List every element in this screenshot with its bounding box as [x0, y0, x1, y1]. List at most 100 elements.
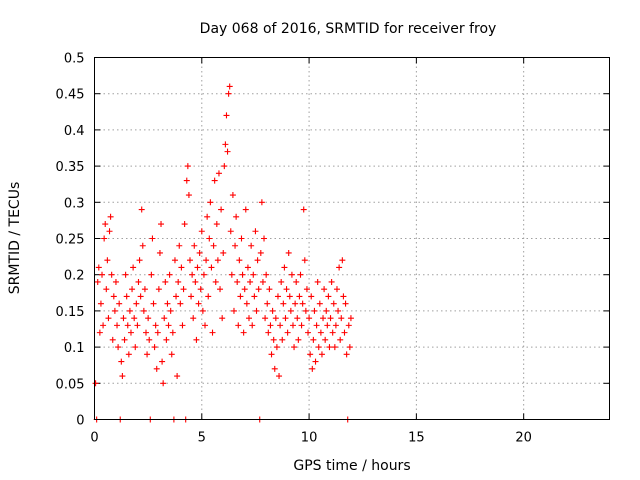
- data-point: [291, 344, 298, 351]
- data-point: [197, 286, 204, 293]
- data-point: [302, 307, 309, 314]
- data-point: [200, 271, 207, 278]
- data-point: [133, 300, 140, 307]
- data-point: [96, 329, 103, 336]
- data-point: [288, 271, 295, 278]
- data-point: [276, 373, 283, 380]
- data-point: [342, 300, 349, 307]
- data-point: [177, 300, 184, 307]
- data-point: [347, 315, 354, 322]
- data-point: [311, 307, 318, 314]
- data-point: [310, 336, 317, 343]
- data-point: [95, 264, 102, 271]
- data-point: [110, 293, 117, 300]
- data-point: [226, 83, 233, 90]
- data-point: [124, 322, 131, 329]
- data-point: [232, 242, 239, 249]
- data-point: [103, 286, 110, 293]
- data-point: [204, 213, 211, 220]
- data-point: [162, 278, 169, 285]
- data-point: [230, 307, 237, 314]
- data-point: [333, 286, 340, 293]
- data-point: [208, 264, 215, 271]
- data-point: [135, 278, 142, 285]
- data-point: [287, 307, 294, 314]
- data-point: [263, 271, 270, 278]
- data-point: [308, 293, 315, 300]
- y-tick-label: 0.15: [56, 305, 85, 320]
- data-point: [138, 206, 145, 213]
- data-point: [248, 242, 255, 249]
- data-point: [330, 300, 337, 307]
- data-point: [185, 192, 192, 199]
- data-point: [273, 344, 280, 351]
- data-point: [236, 257, 243, 264]
- data-point: [345, 322, 352, 329]
- data-point: [339, 257, 346, 264]
- data-point: [341, 329, 348, 336]
- data-point: [331, 344, 338, 351]
- data-point: [101, 235, 108, 242]
- y-tick-label: 0: [76, 414, 84, 429]
- data-point: [243, 300, 250, 307]
- data-point: [251, 293, 258, 300]
- data-point: [299, 300, 306, 307]
- y-tick-label: 0.4: [64, 124, 85, 139]
- x-tick-label: 0: [90, 431, 98, 446]
- data-point: [184, 163, 191, 170]
- data-point: [335, 307, 342, 314]
- data-point: [178, 264, 185, 271]
- data-point: [262, 315, 269, 322]
- data-point: [306, 315, 313, 322]
- data-point: [100, 322, 107, 329]
- data-point: [94, 278, 101, 285]
- data-point: [180, 286, 187, 293]
- data-point: [206, 235, 213, 242]
- data-point: [127, 329, 134, 336]
- ticks-layer: 0 0.05 0.1 0.15 0.2 0.25 0.3 0.35 0.4 0.45 0.5 0 5 10…: [56, 52, 610, 446]
- y-tick-label: 0.5: [64, 52, 85, 67]
- data-point: [305, 329, 312, 336]
- data-point: [337, 336, 344, 343]
- data-point: [294, 315, 301, 322]
- data-point: [270, 336, 277, 343]
- data-point: [141, 286, 148, 293]
- y-axis-title: SRMTID / TECUs: [7, 182, 23, 295]
- data-point: [161, 315, 168, 322]
- data-point: [183, 177, 190, 184]
- data-point: [205, 293, 212, 300]
- data-point: [321, 286, 328, 293]
- x-tick-label: 5: [198, 431, 206, 446]
- data-point: [193, 336, 200, 343]
- data-point: [210, 242, 217, 249]
- data-point: [244, 264, 251, 271]
- data-point: [282, 315, 289, 322]
- data-point: [209, 329, 216, 336]
- x-tick-label: 15: [408, 431, 425, 446]
- data-point: [126, 307, 133, 314]
- data-point: [292, 300, 299, 307]
- data-point: [120, 315, 127, 322]
- data-point: [102, 221, 109, 228]
- data-point: [179, 322, 186, 329]
- data-point: [108, 271, 115, 278]
- data-point: [320, 315, 327, 322]
- data-point: [173, 293, 180, 300]
- data-point: [156, 249, 163, 256]
- data-point: [159, 358, 166, 365]
- data-point: [137, 293, 144, 300]
- data-point: [215, 170, 222, 177]
- data-point: [328, 278, 335, 285]
- data-point: [107, 213, 114, 220]
- plot-frame: [94, 57, 610, 420]
- data-point: [131, 315, 138, 322]
- data-point: [168, 351, 175, 358]
- data-point: [265, 329, 272, 336]
- data-point: [118, 358, 125, 365]
- data-point: [167, 307, 174, 314]
- data-point: [247, 278, 254, 285]
- data-point: [315, 344, 322, 351]
- data-point: [286, 293, 293, 300]
- data-point: [195, 300, 202, 307]
- data-point: [104, 257, 111, 264]
